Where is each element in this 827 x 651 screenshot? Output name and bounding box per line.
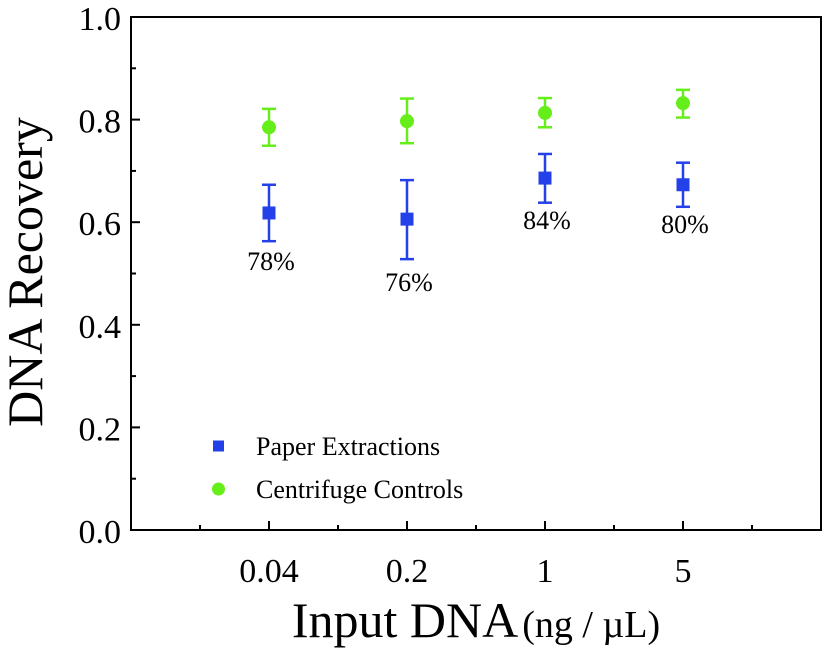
y-tick-label: 0.0 [79,514,122,551]
data-series [262,88,690,261]
y-tick-label: 0.2 [79,411,122,448]
tick-labels: 0.0 0.2 0.4 0.6 0.8 1.0 0.04 0.2 1 5 [79,1,692,590]
percent-annotation: 76% [385,268,433,297]
y-tick-label: 0.6 [79,206,122,243]
y-tick-label: 1.0 [79,1,122,38]
data-point-circle [262,120,276,135]
percent-annotation: 84% [523,206,571,235]
x-axis-label-unit: (ng / µL) [522,604,660,646]
data-point-circle [676,96,690,111]
legend-marker-square [213,440,224,452]
percent-annotation: 80% [661,210,709,239]
x-axis-label: Input DNA (ng / µL) [292,592,660,648]
x-axis-label-main: Input DNA [292,592,518,648]
data-point-circle [400,114,414,129]
data-point-square [262,206,276,220]
y-axis-label: DNA Recovery [0,117,53,427]
data-point-square [400,212,414,226]
data-point-circle [538,105,552,120]
x-tick-label: 5 [675,553,692,590]
data-point-square [538,171,552,185]
axes [130,16,822,531]
plot-frame [130,16,822,531]
x-tick-label: 0.2 [386,553,429,590]
percent-annotation: 78% [247,247,295,276]
legend: Paper Extractions Centrifuge Controls [212,432,463,504]
x-tick-label: 0.04 [239,553,299,590]
x-tick-label: 1 [537,553,554,590]
data-point-square [676,178,690,192]
y-tick-label: 0.4 [79,309,122,346]
legend-label: Centrifuge Controls [256,475,463,504]
annotations: 78% 76% 84% 80% [247,206,709,297]
y-tick-label: 0.8 [79,104,122,141]
legend-marker-circle [212,482,225,496]
legend-label: Paper Extractions [256,432,440,461]
